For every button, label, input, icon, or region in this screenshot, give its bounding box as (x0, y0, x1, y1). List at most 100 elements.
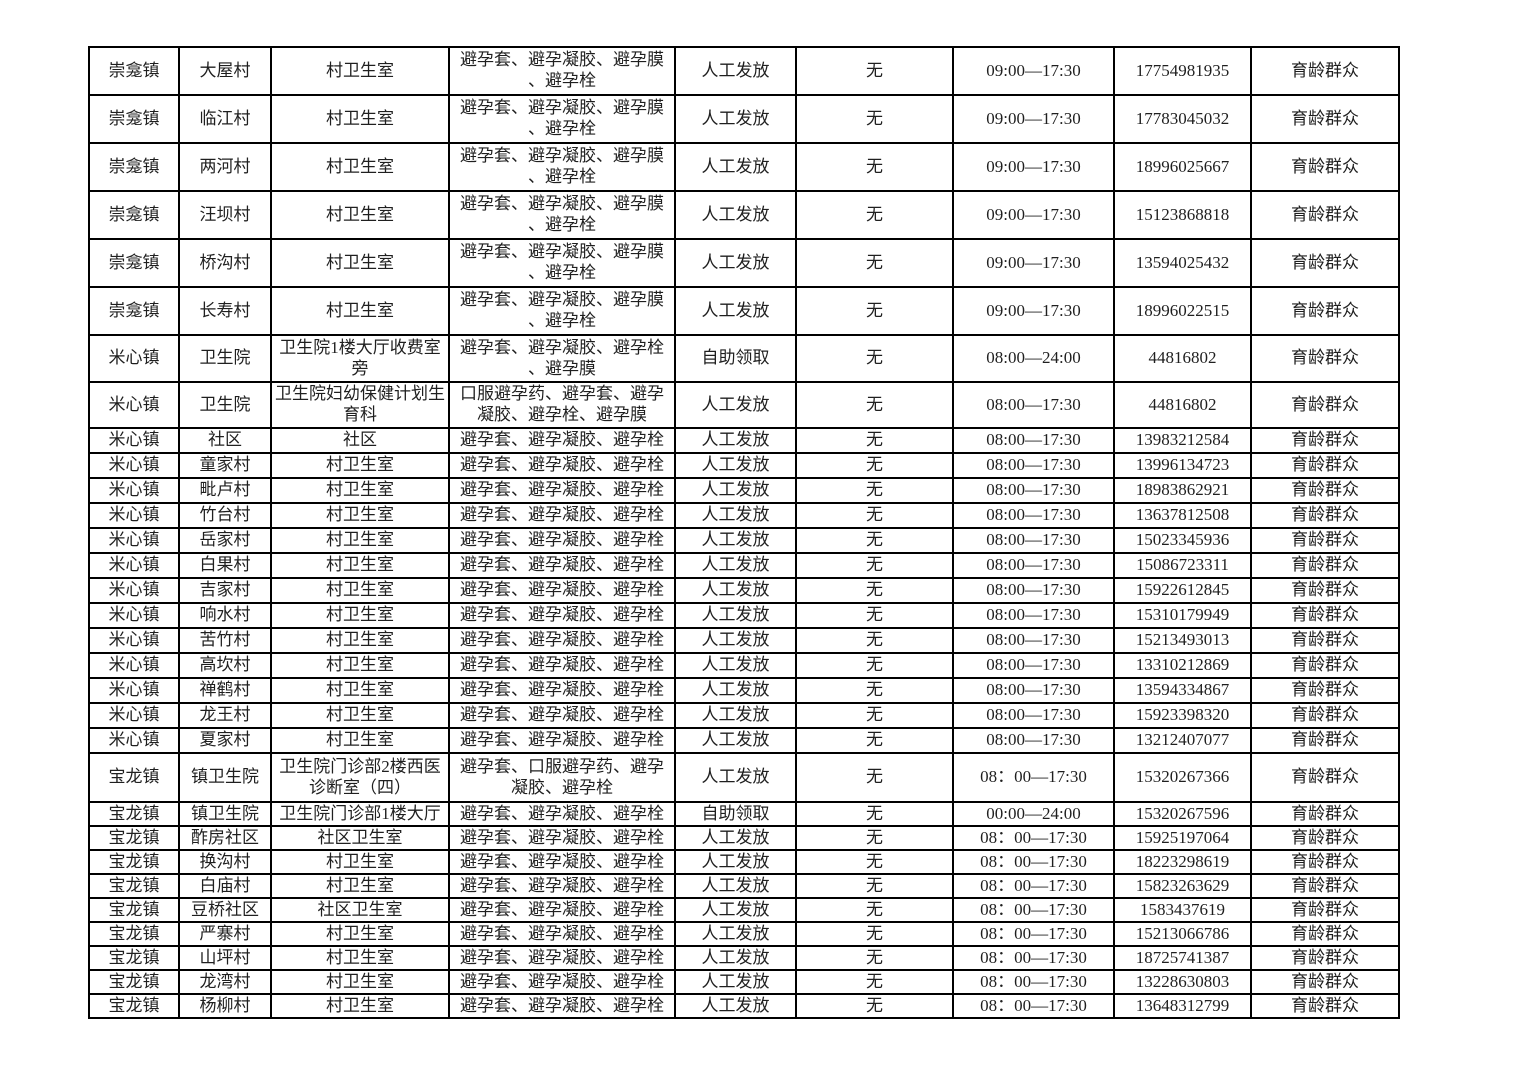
cell-fee: 无 (795, 993, 954, 1019)
cell-phone: 1583437619 (1113, 897, 1252, 923)
cell-target-group: 育龄群众 (1250, 238, 1400, 288)
cell-village: 汪坝村 (178, 190, 272, 240)
cell-dispense-method: 人工发放 (674, 652, 797, 679)
cell-service-hours: 08：00—17:30 (952, 945, 1115, 971)
cell-town: 宝龙镇 (88, 945, 180, 971)
cell-dispense-method: 人工发放 (674, 727, 797, 754)
cell-service-hours: 09:00—17:30 (952, 46, 1115, 96)
cell-phone: 17754981935 (1113, 46, 1252, 96)
cell-target-group: 育龄群众 (1250, 577, 1400, 604)
table-row: 宝龙镇 镇卫生院 卫生院门诊部2楼西医诊断室（四） 避孕套、口服避孕药、避孕凝胶、避孕… (88, 752, 1400, 803)
cell-supplies: 避孕套、避孕凝胶、避孕栓 (448, 897, 676, 923)
cell-village: 临江村 (178, 94, 272, 144)
cell-supplies: 避孕套、避孕凝胶、避孕膜、避孕栓 (448, 190, 676, 240)
cell-target-group: 育龄群众 (1250, 969, 1400, 995)
cell-town: 米心镇 (88, 577, 180, 604)
cell-phone: 18725741387 (1113, 945, 1252, 971)
cell-target-group: 育龄群众 (1250, 94, 1400, 144)
table-row: 宝龙镇 镇卫生院 卫生院门诊部1楼大厅 避孕套、避孕凝胶、避孕栓 自助领取无 00:00—… (88, 801, 1400, 827)
cell-supplies: 避孕套、避孕凝胶、避孕栓 (448, 577, 676, 604)
cell-service-hours: 08：00—17:30 (952, 993, 1115, 1019)
cell-supplies: 避孕套、避孕凝胶、避孕栓 (448, 552, 676, 579)
cell-supplies: 避孕套、避孕凝胶、避孕栓、避孕膜 (448, 334, 676, 383)
cell-service-hours: 09:00—17:30 (952, 190, 1115, 240)
cell-target-group: 育龄群众 (1250, 873, 1400, 899)
cell-fee: 无 (795, 602, 954, 629)
cell-fee: 无 (795, 652, 954, 679)
table-row: 米心镇 吉家村 村卫生室 避孕套、避孕凝胶、避孕栓 人工发放无 08:00—17:30 15… (88, 577, 1400, 604)
table-row: 米心镇 卫生院 卫生院妇幼保健计划生育科 口服避孕药、避孕套、避孕凝胶、避孕栓、避孕膜… (88, 381, 1400, 429)
cell-service-hours: 08:00—24:00 (952, 334, 1115, 383)
cell-fee: 无 (795, 477, 954, 504)
cell-fee: 无 (795, 94, 954, 144)
cell-site: 卫生院门诊部2楼西医诊断室（四） (270, 752, 450, 803)
cell-phone: 17783045032 (1113, 94, 1252, 144)
cell-supplies: 避孕套、避孕凝胶、避孕栓 (448, 825, 676, 851)
cell-phone: 15823263629 (1113, 873, 1252, 899)
cell-village: 桥沟村 (178, 238, 272, 288)
cell-site: 村卫生室 (270, 921, 450, 947)
cell-supplies: 避孕套、避孕凝胶、避孕栓 (448, 527, 676, 554)
table-row: 崇龛镇 汪坝村 村卫生室 避孕套、避孕凝胶、避孕膜、避孕栓 人工发放无 09:00—17:… (88, 190, 1400, 240)
table-row: 宝龙镇 山坪村 村卫生室 避孕套、避孕凝胶、避孕栓 人工发放无 08：00—17:30 18… (88, 945, 1400, 971)
cell-village: 夏家村 (178, 727, 272, 754)
cell-site: 村卫生室 (270, 286, 450, 336)
cell-village: 大屋村 (178, 46, 272, 96)
cell-town: 米心镇 (88, 381, 180, 429)
cell-service-hours: 08：00—17:30 (952, 825, 1115, 851)
table-row: 米心镇 岳家村 村卫生室 避孕套、避孕凝胶、避孕栓 人工发放无 08:00—17:30 15… (88, 527, 1400, 554)
cell-village: 严寨村 (178, 921, 272, 947)
cell-service-hours: 08:00—17:30 (952, 627, 1115, 654)
cell-dispense-method: 自助领取 (674, 334, 797, 383)
cell-phone: 15023345936 (1113, 527, 1252, 554)
cell-village: 禅鹤村 (178, 677, 272, 704)
cell-dispense-method: 人工发放 (674, 577, 797, 604)
cell-town: 宝龙镇 (88, 897, 180, 923)
cell-dispense-method: 人工发放 (674, 945, 797, 971)
cell-site: 村卫生室 (270, 702, 450, 729)
cell-target-group: 育龄群众 (1250, 702, 1400, 729)
cell-site: 村卫生室 (270, 190, 450, 240)
cell-target-group: 育龄群众 (1250, 602, 1400, 629)
table-row: 崇龛镇 大屋村 村卫生室 避孕套、避孕凝胶、避孕膜、避孕栓 人工发放无 09:00—17:… (88, 46, 1400, 96)
cell-supplies: 避孕套、避孕凝胶、避孕栓 (448, 945, 676, 971)
cell-fee: 无 (795, 752, 954, 803)
cell-phone: 13983212584 (1113, 427, 1252, 454)
table-row: 米心镇 竹台村 村卫生室 避孕套、避孕凝胶、避孕栓 人工发放无 08:00—17:30 13… (88, 502, 1400, 529)
cell-site: 卫生院门诊部1楼大厅 (270, 801, 450, 827)
cell-target-group: 育龄群众 (1250, 727, 1400, 754)
table-row: 宝龙镇 龙湾村 村卫生室 避孕套、避孕凝胶、避孕栓 人工发放无 08：00—17:30 13… (88, 969, 1400, 995)
cell-village: 杨柳村 (178, 993, 272, 1019)
cell-town: 崇龛镇 (88, 286, 180, 336)
cell-fee: 无 (795, 46, 954, 96)
cell-phone: 15213066786 (1113, 921, 1252, 947)
cell-fee: 无 (795, 825, 954, 851)
cell-dispense-method: 人工发放 (674, 677, 797, 704)
cell-service-hours: 08:00—17:30 (952, 427, 1115, 454)
cell-site: 村卫生室 (270, 452, 450, 479)
table-row: 米心镇 禅鹤村 村卫生室 避孕套、避孕凝胶、避孕栓 人工发放无 08:00—17:30 13… (88, 677, 1400, 704)
cell-site: 村卫生室 (270, 94, 450, 144)
cell-service-hours: 08:00—17:30 (952, 552, 1115, 579)
table-row: 米心镇 毗卢村 村卫生室 避孕套、避孕凝胶、避孕栓 人工发放无 08:00—17:30 18… (88, 477, 1400, 504)
cell-village: 岳家村 (178, 527, 272, 554)
cell-phone: 13594334867 (1113, 677, 1252, 704)
table-row: 崇龛镇 桥沟村 村卫生室 避孕套、避孕凝胶、避孕膜、避孕栓 人工发放无 09:00—17:… (88, 238, 1400, 288)
cell-site: 村卫生室 (270, 969, 450, 995)
cell-village: 竹台村 (178, 502, 272, 529)
cell-site: 村卫生室 (270, 873, 450, 899)
cell-fee: 无 (795, 502, 954, 529)
cell-site: 村卫生室 (270, 677, 450, 704)
cell-village: 白果村 (178, 552, 272, 579)
cell-dispense-method: 人工发放 (674, 627, 797, 654)
cell-dispense-method: 人工发放 (674, 825, 797, 851)
cell-town: 宝龙镇 (88, 825, 180, 851)
cell-village: 卫生院 (178, 334, 272, 383)
cell-site: 社区卫生室 (270, 897, 450, 923)
cell-phone: 13637812508 (1113, 502, 1252, 529)
cell-service-hours: 08:00—17:30 (952, 652, 1115, 679)
cell-phone: 44816802 (1113, 334, 1252, 383)
cell-target-group: 育龄群众 (1250, 752, 1400, 803)
cell-phone: 18983862921 (1113, 477, 1252, 504)
cell-fee: 无 (795, 238, 954, 288)
